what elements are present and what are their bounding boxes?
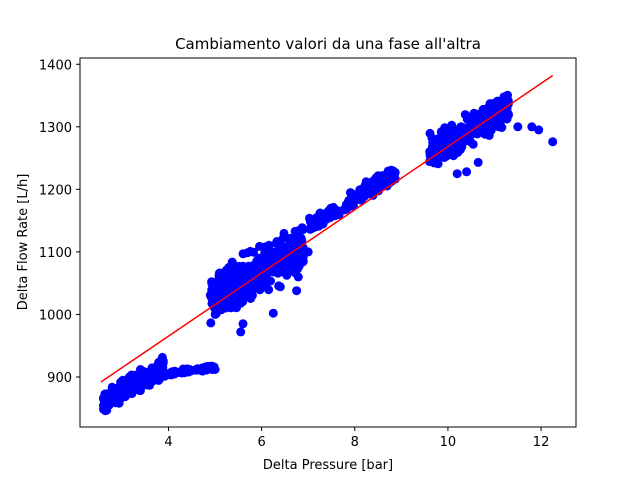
scatter-point [268, 308, 278, 318]
y-tick-label: 900 [47, 371, 72, 386]
scatter-point [452, 169, 462, 179]
scatter-point [548, 137, 558, 147]
x-tick-label: 4 [164, 435, 172, 450]
x-axis-ticks: 4 6 8 10 12 [164, 427, 549, 450]
scatter-point [182, 364, 192, 374]
scatter-point [453, 148, 463, 157]
scatter-point [534, 125, 544, 135]
scatter-point [238, 297, 248, 307]
scatter-point [274, 281, 284, 291]
y-tick-label: 1300 [39, 121, 72, 136]
scatter-point [285, 240, 295, 250]
scatter-point [284, 265, 294, 275]
scatter-point [425, 128, 435, 138]
scatter-point [296, 248, 306, 257]
y-tick-label: 1200 [39, 183, 72, 198]
scatter-point [198, 363, 208, 373]
plot-area-frame [79, 57, 577, 428]
scatter-point [483, 103, 493, 113]
scatter-point [212, 277, 222, 287]
y-tick-label: 1000 [39, 308, 72, 323]
scatter-point [468, 127, 478, 136]
y-tick-label: 1400 [39, 58, 72, 73]
scatter-point [137, 378, 146, 388]
x-tick-label: 6 [257, 435, 265, 450]
x-tick-label: 10 [440, 435, 457, 450]
scatter-point [264, 240, 274, 250]
scatter-point [290, 226, 300, 236]
scatter-point [433, 159, 443, 169]
scatter-point [222, 265, 231, 275]
scatter-point [274, 265, 284, 275]
scatter-point [257, 272, 267, 282]
x-axis-title: Delta Pressure [bar] [263, 458, 393, 473]
scatter-point [449, 130, 459, 140]
scatter-point [257, 281, 267, 291]
scatter-point [472, 115, 481, 125]
scatter-point [513, 122, 523, 132]
scatter-point [279, 228, 289, 238]
scatter-point [236, 327, 246, 337]
scatter-point [222, 300, 231, 310]
scatter-point [293, 264, 303, 274]
scatter-point [297, 223, 307, 233]
y-axis-ticks: 900 1000 1100 1200 1300 1400 [39, 58, 80, 386]
scatter-point [243, 248, 253, 258]
scatter-point [220, 278, 230, 288]
x-tick-label: 8 [351, 435, 359, 450]
scatter-point [462, 114, 472, 124]
x-tick-label: 12 [533, 435, 550, 450]
scatter-point [527, 122, 537, 132]
scatter-point [292, 286, 302, 296]
scatter-point [473, 157, 483, 167]
scatter-point [462, 167, 472, 177]
scatter-point [136, 365, 145, 374]
scatter-point [308, 223, 318, 233]
scatter-point [303, 247, 313, 257]
scatter-point [247, 291, 257, 300]
scatter-point [238, 319, 248, 329]
scatter-point [430, 139, 440, 149]
scatter-point [480, 129, 490, 139]
scatter-point [210, 285, 220, 295]
scatter-point [209, 303, 219, 312]
scatter-point [373, 181, 383, 191]
fit-line [100, 74, 554, 383]
scatter-point [206, 318, 216, 328]
scatter-point [244, 261, 253, 271]
scatter-point [246, 268, 256, 278]
scatter-point [284, 257, 294, 267]
chart-title: Cambiamento valori da una fase all'altra [175, 35, 481, 53]
y-tick-label: 1100 [39, 246, 72, 261]
scatter-point [123, 377, 133, 387]
scatter-point [210, 365, 220, 374]
y-axis-title: Delta Flow Rate [L/h] [16, 174, 31, 311]
scatter-point [281, 249, 291, 259]
scatter-point [116, 381, 126, 391]
scatter-point [236, 273, 246, 282]
scatter-point [228, 264, 238, 274]
scatter-point [298, 257, 308, 266]
fit-line-layer [100, 74, 554, 383]
scatter-point [334, 210, 344, 220]
scatter-point [99, 394, 109, 404]
scatter-point [118, 390, 128, 400]
points-layer [98, 90, 558, 416]
scatter-point [255, 241, 264, 251]
scatter-point [349, 192, 359, 202]
scatter-point [163, 369, 172, 379]
scatter-point [275, 240, 285, 250]
scatter-point [358, 186, 368, 196]
scatter-point [101, 406, 111, 416]
scatter-point [262, 258, 272, 268]
scatter-point [324, 207, 334, 217]
scatter-point [490, 98, 500, 108]
